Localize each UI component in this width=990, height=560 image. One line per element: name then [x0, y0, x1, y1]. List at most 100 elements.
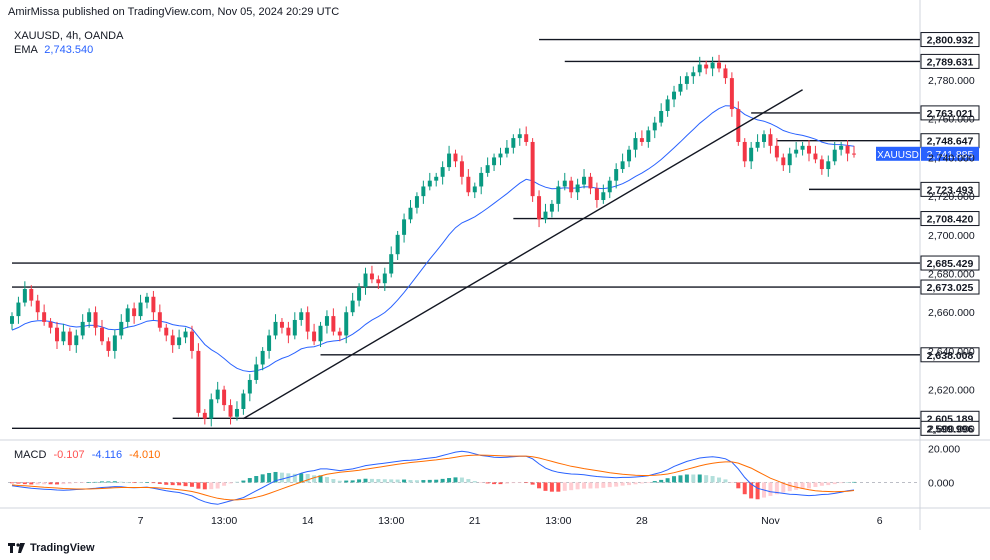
candle-body: [247, 379, 252, 394]
ema-value: 2,743.540: [44, 44, 94, 56]
macd-histogram-bar: [189, 482, 194, 487]
macd-histogram-bar: [170, 482, 175, 486]
macd-histogram-bar: [132, 482, 137, 484]
level-label-box: [920, 32, 980, 48]
macd-histogram-bar: [93, 481, 98, 483]
candle-body: [157, 312, 162, 328]
candle-body: [697, 64, 702, 73]
candle-body: [832, 149, 837, 162]
level-label: 2,638.008: [927, 350, 974, 362]
macd-line: [11, 450, 855, 505]
macd-histogram-bar: [466, 479, 471, 483]
candle-body: [376, 279, 381, 284]
candle-body: [74, 335, 79, 346]
candle-body: [170, 335, 175, 346]
macd-histogram-bar: [620, 482, 625, 486]
macd-histogram-bar: [369, 478, 374, 483]
macd-histogram-bar: [344, 480, 349, 483]
candle-body: [408, 207, 413, 220]
candle-body: [678, 83, 683, 92]
candle-body: [189, 331, 194, 351]
macd-histogram-bar: [665, 478, 670, 483]
macd-histogram-bar: [324, 477, 329, 483]
macd-histogram-bar: [646, 482, 651, 484]
macd-histogram-bar: [164, 482, 169, 485]
symbol-tag-label: XAUUSD: [877, 150, 919, 161]
candle-body: [312, 331, 317, 342]
candle-body: [241, 393, 246, 409]
macd-histogram-bar: [588, 482, 593, 489]
macd-histogram-bar: [639, 482, 644, 484]
candle-body: [267, 335, 272, 351]
macd-histogram-bar: [183, 482, 188, 487]
candle-body: [717, 62, 722, 69]
candle-body: [434, 176, 439, 181]
candle-body: [350, 300, 355, 313]
macd-histogram-bar: [492, 482, 497, 485]
macd-histogram-bar: [299, 473, 304, 483]
candle-body: [112, 335, 117, 351]
candle-body: [601, 192, 606, 201]
candle-body: [22, 289, 27, 303]
macd-histogram-bar: [312, 475, 317, 483]
ema-path: [11, 105, 855, 373]
candle-body: [466, 176, 471, 193]
macd-histogram-bar: [607, 482, 612, 488]
candle-body: [723, 68, 728, 79]
macd-histogram-bar: [749, 482, 754, 499]
candle-body: [305, 312, 310, 332]
candle-body: [768, 134, 773, 146]
macd-histogram-bar: [228, 482, 233, 484]
time-axis: 7 13:00 14 13:00 21 13:00 28 Nov 6: [138, 515, 883, 527]
macd-histogram-bar: [774, 482, 779, 495]
macd-histogram-bar: [16, 482, 21, 484]
candle-body: [369, 273, 374, 280]
brand-text: TradingView: [30, 542, 95, 554]
macd-histogram-bar: [440, 478, 445, 483]
candle-body: [742, 141, 747, 162]
level-label-box: [920, 53, 980, 69]
level-label-box: [920, 211, 980, 227]
macd-histogram-bar: [125, 482, 130, 484]
macd-histogram-bar: [222, 482, 227, 486]
price-tick-label: 2,660.000: [928, 307, 975, 319]
macd-histogram-bar: [99, 481, 104, 483]
candle-body: [691, 72, 696, 77]
macd-histogram-bar: [29, 482, 34, 485]
macd-histogram-bar: [48, 482, 53, 485]
candle-body: [710, 62, 715, 69]
level-label-box: [920, 347, 980, 363]
candle-body: [125, 308, 130, 322]
candle-body: [324, 316, 329, 326]
macd-histogram-bar: [787, 482, 792, 492]
macd-histogram-bar: [704, 475, 709, 483]
macd-histogram-bar: [42, 482, 47, 485]
candle-body: [749, 147, 754, 162]
candle-body: [652, 122, 657, 131]
candle-body: [151, 296, 156, 313]
candle-body: [807, 145, 812, 154]
tradingview-logo[interactable]: TradingView: [8, 542, 95, 554]
macd-panel: [10, 450, 856, 505]
candle-body: [414, 196, 419, 208]
macd-histogram-bar: [678, 475, 683, 483]
time-tick-label: Nov: [761, 515, 780, 527]
macd-histogram-bar: [389, 479, 394, 483]
candle-body: [447, 153, 452, 168]
trendline: XAUUSD 2,741.885: [243, 89, 979, 420]
candle-body: [800, 145, 805, 150]
candle-body: [29, 289, 34, 301]
candle-body: [659, 111, 664, 123]
candle-body: [402, 219, 407, 235]
candle-body: [67, 331, 72, 346]
macd-histogram-bar: [196, 482, 201, 489]
candle-body: [99, 327, 104, 342]
macd-histogram-bar: [556, 482, 561, 492]
macd-histogram-bar: [511, 482, 516, 484]
symbol-line: XAUUSD, 4h, OANDA: [14, 30, 124, 42]
candle-body: [318, 325, 323, 342]
candle-body: [614, 169, 619, 181]
candle-body: [594, 188, 599, 201]
candle-body: [234, 408, 239, 417]
